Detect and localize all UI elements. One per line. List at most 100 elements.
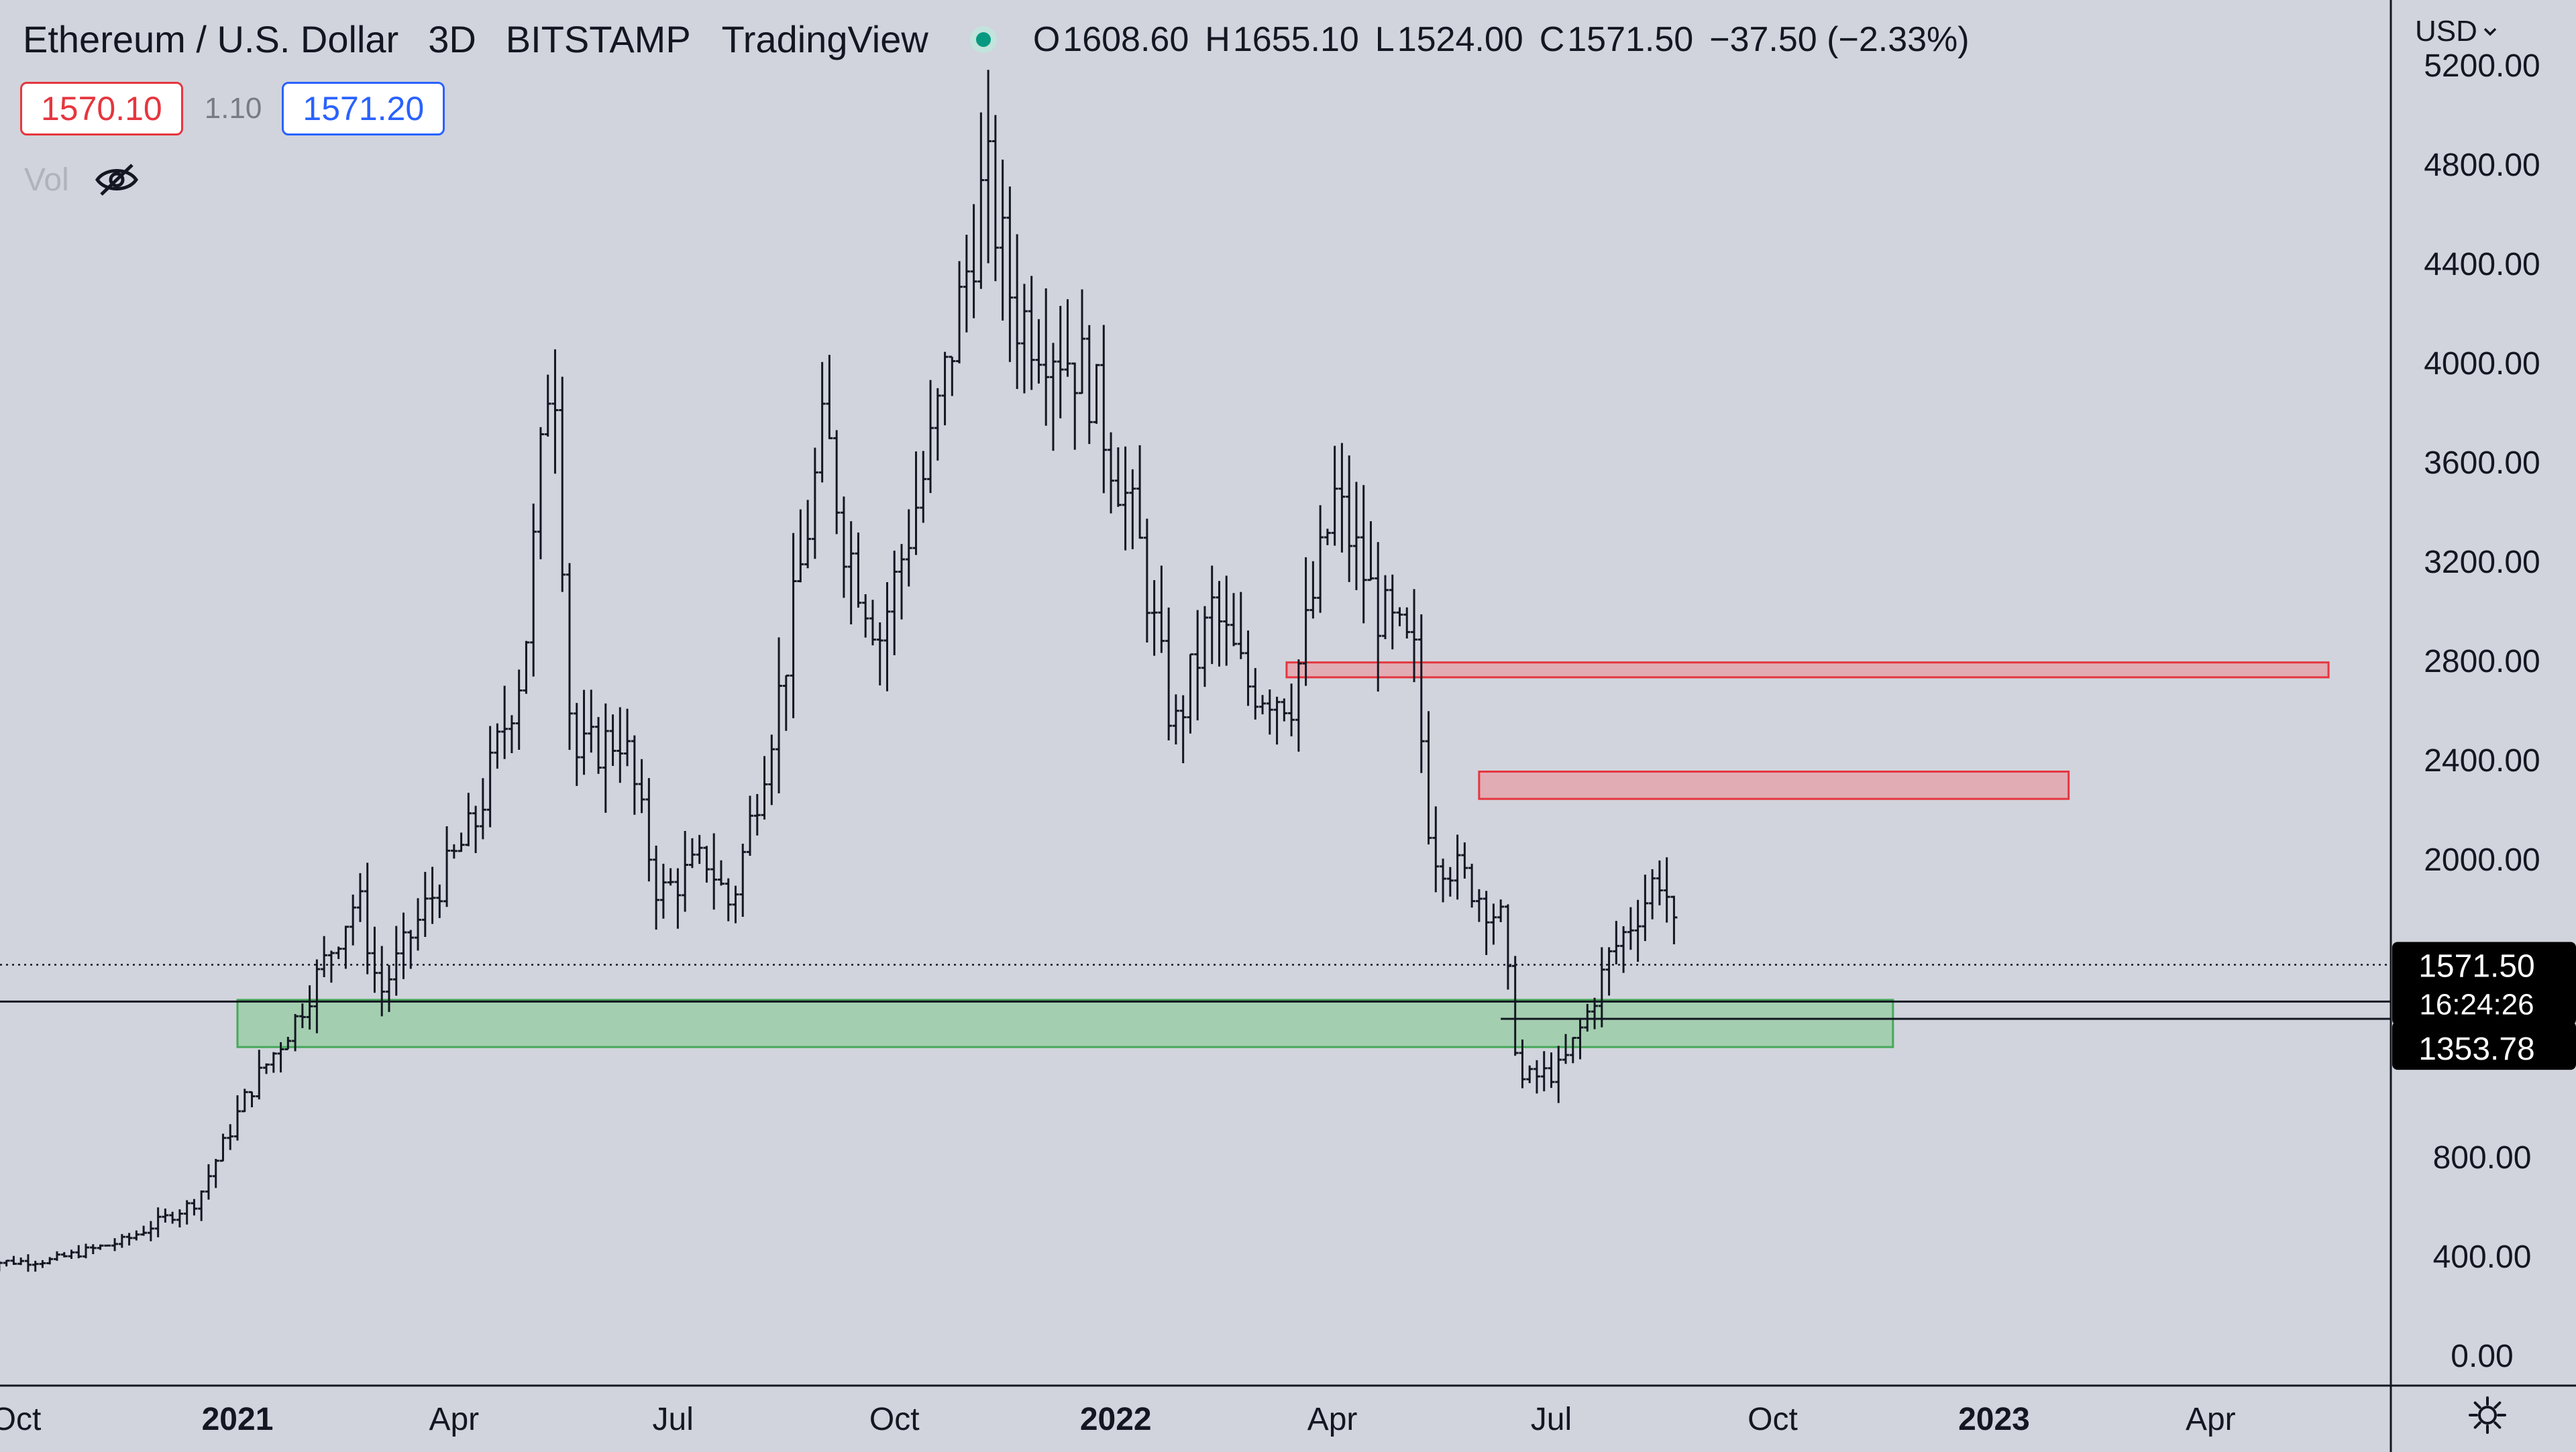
last-price-label: 1571.50 bbox=[2418, 949, 2535, 985]
ohlc-bar bbox=[515, 669, 523, 750]
ohlc-bar bbox=[1028, 276, 1035, 390]
ohlc-bar bbox=[537, 427, 544, 559]
time-scale[interactable]: Oct 2021 Apr Jul Oct 2022 Apr Jul Oct 2023 Apr bbox=[0, 1402, 2236, 1437]
ohlc-bar bbox=[241, 1088, 248, 1113]
ohlc-bar bbox=[566, 563, 573, 750]
ohlc-bar bbox=[111, 1238, 119, 1251]
x-tick-label: Oct bbox=[869, 1402, 920, 1437]
ohlc-bar bbox=[905, 509, 912, 587]
ohlc-bar bbox=[688, 838, 696, 869]
ohlc-bar bbox=[1223, 575, 1230, 666]
currency-selector[interactable]: USD bbox=[2415, 15, 2498, 48]
ohlc-bar bbox=[588, 689, 595, 753]
ohlc-bar bbox=[1020, 284, 1028, 394]
x-tick-label: 2023 bbox=[1958, 1402, 2030, 1437]
ohlc-bar bbox=[1475, 889, 1483, 922]
ohlc-bar bbox=[840, 496, 847, 598]
ohlc-bar bbox=[46, 1257, 54, 1265]
ohlc-bar bbox=[1490, 903, 1497, 945]
ohlc-bar bbox=[443, 826, 451, 907]
ohlc-bar bbox=[39, 1260, 46, 1268]
ohlc-bar bbox=[818, 361, 826, 483]
ohlc-bar bbox=[378, 946, 386, 1017]
ohlc-bar bbox=[963, 234, 970, 333]
ohlc-bar bbox=[616, 707, 624, 783]
ohlc-bar bbox=[1540, 1051, 1548, 1092]
y-tick-label: 5200.00 bbox=[2424, 48, 2540, 84]
sell-price-button[interactable]: 1570.10 bbox=[20, 82, 183, 135]
bar-countdown-label: 16:24:26 bbox=[2419, 989, 2534, 1021]
support-zone-0[interactable] bbox=[236, 999, 1894, 1048]
y-tick-label: 4400.00 bbox=[2424, 247, 2540, 282]
y-tick-label: 3200.00 bbox=[2424, 545, 2540, 580]
y-tick-label: 800.00 bbox=[2433, 1140, 2532, 1176]
quote-row: 1570.10 1.10 1571.20 bbox=[20, 82, 445, 135]
ohlc-bar bbox=[1035, 319, 1042, 384]
ohlc-bar bbox=[1511, 956, 1519, 1056]
ohlc-bar bbox=[710, 833, 718, 910]
ohlc-bar bbox=[898, 544, 905, 620]
y-tick-label: 4000.00 bbox=[2424, 346, 2540, 382]
volume-indicator-legend[interactable]: Vol bbox=[24, 161, 140, 199]
resistance-zone-2[interactable] bbox=[1285, 661, 2330, 679]
ohlc-bar bbox=[299, 1003, 306, 1028]
ohlc-bar bbox=[1071, 362, 1079, 450]
symbol-legend[interactable]: Ethereum / U.S. Dollar 3D BITSTAMP Tradi… bbox=[23, 17, 1970, 61]
ohlc-bar bbox=[198, 1190, 205, 1221]
ohlc-bar bbox=[1288, 683, 1295, 736]
horizontal-lines-layer bbox=[0, 964, 2391, 1020]
ohlc-bar bbox=[176, 1209, 183, 1228]
ohlc-bar bbox=[847, 521, 855, 624]
symbol-name[interactable]: Ethereum / U.S. Dollar bbox=[23, 18, 399, 60]
ohlc-bar bbox=[862, 594, 869, 638]
ohlc-bar bbox=[1627, 907, 1634, 950]
ohlc-bar bbox=[350, 894, 357, 946]
ohlc-bar bbox=[1569, 1036, 1576, 1064]
ohlc-bar bbox=[530, 503, 537, 677]
ohlc-bar bbox=[609, 714, 616, 767]
low-value: 1524.00 bbox=[1397, 19, 1523, 59]
ohlc-bar bbox=[83, 1243, 90, 1259]
ohlc-bar bbox=[1057, 306, 1064, 418]
price-scale[interactable]: 0.00 400.00 800.00 2000.00 2400.00 2800.00 320… bbox=[2424, 48, 2540, 1374]
ohlc-bar bbox=[479, 778, 486, 840]
resistance-zone-1[interactable] bbox=[1478, 771, 2070, 800]
ohlc-bar bbox=[335, 946, 342, 959]
ohlc-bar bbox=[248, 1091, 256, 1108]
ohlc-bar bbox=[638, 759, 645, 814]
ohlc-bar bbox=[1079, 289, 1086, 394]
ohlc-bar bbox=[1483, 891, 1490, 955]
ohlc-bar bbox=[703, 846, 710, 883]
ohlc-bar bbox=[400, 912, 407, 979]
ohlc-bar bbox=[458, 832, 465, 852]
ohlc-bar bbox=[1172, 694, 1179, 744]
interval-label[interactable]: 3D bbox=[428, 18, 476, 60]
ohlc-bar bbox=[768, 734, 775, 805]
ohlc-bar bbox=[1216, 581, 1223, 667]
y-tick-label: 400.00 bbox=[2433, 1239, 2532, 1275]
ohlc-bar bbox=[1468, 863, 1476, 908]
ohlc-bar bbox=[1396, 607, 1403, 626]
buy-price-button[interactable]: 1571.20 bbox=[282, 82, 445, 135]
source-label: TradingView bbox=[721, 18, 928, 60]
ohlc-bar bbox=[1006, 186, 1014, 362]
ohlc-bar bbox=[1519, 1039, 1526, 1088]
ohlc-bar bbox=[486, 726, 494, 828]
ohlc-bar bbox=[508, 715, 515, 754]
ohlc-bar bbox=[1461, 842, 1468, 879]
ohlc-bar bbox=[306, 985, 313, 1030]
ohlc-bar bbox=[436, 884, 443, 918]
ohlc-bar bbox=[1533, 1060, 1540, 1094]
ohlc-bar bbox=[941, 351, 949, 426]
ohlc-bar bbox=[371, 926, 378, 993]
ohlc-bar bbox=[1281, 698, 1288, 722]
eye-hidden-icon[interactable] bbox=[93, 161, 140, 199]
ohlc-bar bbox=[667, 868, 674, 886]
ohlc-bar bbox=[1584, 1003, 1591, 1032]
ohlc-bar bbox=[1381, 575, 1389, 639]
gear-icon[interactable] bbox=[2466, 1394, 2509, 1437]
ohlc-bar bbox=[624, 708, 631, 767]
ohlc-bar bbox=[97, 1244, 104, 1250]
ohlc-bar bbox=[1042, 288, 1050, 426]
